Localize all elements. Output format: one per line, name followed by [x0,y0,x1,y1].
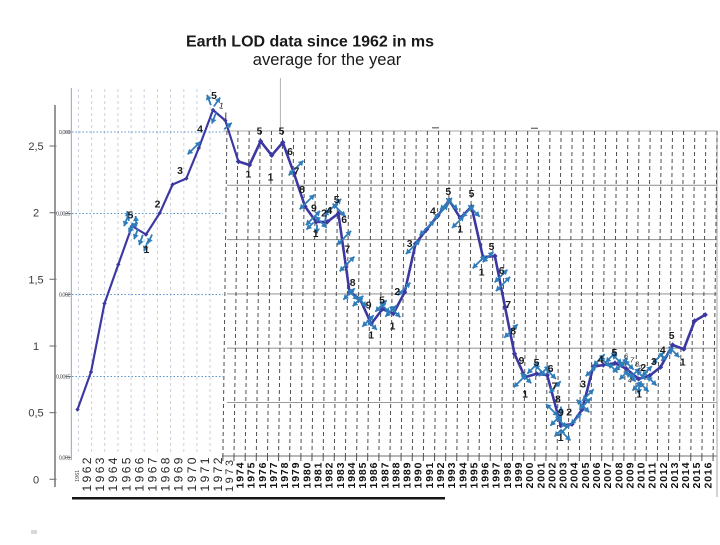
svg-text:1: 1 [313,229,319,240]
svg-text:7: 7 [505,300,511,311]
svg-text:5: 5 [445,187,451,198]
svg-text:average for the year: average for the year [253,50,402,69]
svg-text:1: 1 [390,322,396,333]
svg-text:1997: 1997 [491,462,503,488]
svg-text:5: 5 [128,211,134,222]
svg-text:1: 1 [522,390,528,401]
svg-text:6: 6 [548,364,554,375]
svg-text:2016: 2016 [702,462,714,488]
svg-text:3: 3 [651,357,657,368]
svg-text:3: 3 [580,380,586,391]
svg-text:5: 5 [257,127,263,138]
svg-text:1992: 1992 [435,462,447,488]
svg-text:1: 1 [246,170,252,181]
svg-text:0,001: 0,001 [59,456,71,462]
svg-text:2010: 2010 [636,462,648,488]
svg-text:8: 8 [555,395,561,406]
svg-text:4: 4 [598,355,604,366]
svg-text:2: 2 [394,287,400,298]
svg-text:1,5: 1,5 [28,274,43,286]
svg-text:1975: 1975 [246,462,258,488]
svg-text:1: 1 [144,245,150,256]
svg-text:1982: 1982 [324,462,336,488]
svg-text:9: 9 [366,301,372,312]
svg-text:4: 4 [628,376,632,385]
svg-text:9: 9 [558,408,564,419]
svg-text:7: 7 [552,382,558,393]
svg-text:8: 8 [510,327,516,338]
svg-text:1: 1 [680,358,686,369]
svg-text:8: 8 [350,278,356,289]
svg-text:5: 5 [469,189,475,200]
svg-text:9: 9 [519,356,525,367]
svg-text:Earth LOD data since 1962 in m: Earth LOD data since 1962 in ms [186,34,434,51]
svg-text:2007: 2007 [602,462,614,488]
svg-text:1: 1 [268,173,274,184]
svg-text:4: 4 [660,346,666,357]
svg-text:1: 1 [33,341,39,353]
svg-text:3: 3 [407,239,413,250]
svg-text:4: 4 [430,207,436,218]
svg-text:0,0025: 0,0025 [56,212,70,218]
svg-text:7: 7 [294,167,300,178]
svg-text:5: 5 [612,348,618,359]
svg-text:0,0015: 0,0015 [56,375,70,381]
svg-text:1985: 1985 [357,462,369,488]
svg-text:6: 6 [287,147,293,158]
svg-text:5: 5 [534,358,540,369]
svg-text:6: 6 [341,215,347,226]
svg-text:5: 5 [489,242,495,253]
svg-text:5: 5 [211,91,217,102]
svg-text:2012: 2012 [658,462,670,488]
svg-text:7: 7 [344,245,350,256]
svg-text:2000: 2000 [524,462,536,488]
svg-text:2: 2 [637,364,643,373]
svg-text:4: 4 [197,125,203,136]
svg-text:1980: 1980 [301,462,313,488]
svg-text:1961: 1961 [75,470,81,482]
svg-text:1987: 1987 [379,462,391,488]
svg-text:2015: 2015 [691,462,703,488]
svg-text:2: 2 [155,200,161,211]
svg-text:1977: 1977 [268,462,280,488]
svg-text:1: 1 [457,225,463,236]
svg-text:2: 2 [33,208,39,220]
svg-text:2,5: 2,5 [28,141,43,153]
svg-text:0,002: 0,002 [59,293,71,299]
svg-text:1: 1 [558,433,564,444]
svg-text:5: 5 [379,296,385,307]
svg-text:2002: 2002 [546,462,558,488]
svg-text:1: 1 [479,268,485,279]
svg-text:5: 5 [669,331,675,342]
svg-text:3: 3 [177,166,183,177]
svg-text:0: 0 [33,474,39,486]
svg-text:1: 1 [368,331,374,342]
svg-text:0,5: 0,5 [28,408,43,420]
svg-text:6: 6 [499,266,505,277]
svg-text:8: 8 [299,185,305,196]
svg-text:9: 9 [311,204,317,215]
svg-text:0,003: 0,003 [59,130,71,136]
svg-text:5: 5 [334,195,340,206]
svg-text:1995: 1995 [468,462,480,488]
svg-text:1: 1 [636,390,642,401]
svg-text:4: 4 [326,206,332,217]
svg-text:2005: 2005 [580,462,592,488]
svg-text:1990: 1990 [413,462,425,488]
svg-text:2: 2 [566,408,572,419]
svg-text:5: 5 [279,127,285,138]
